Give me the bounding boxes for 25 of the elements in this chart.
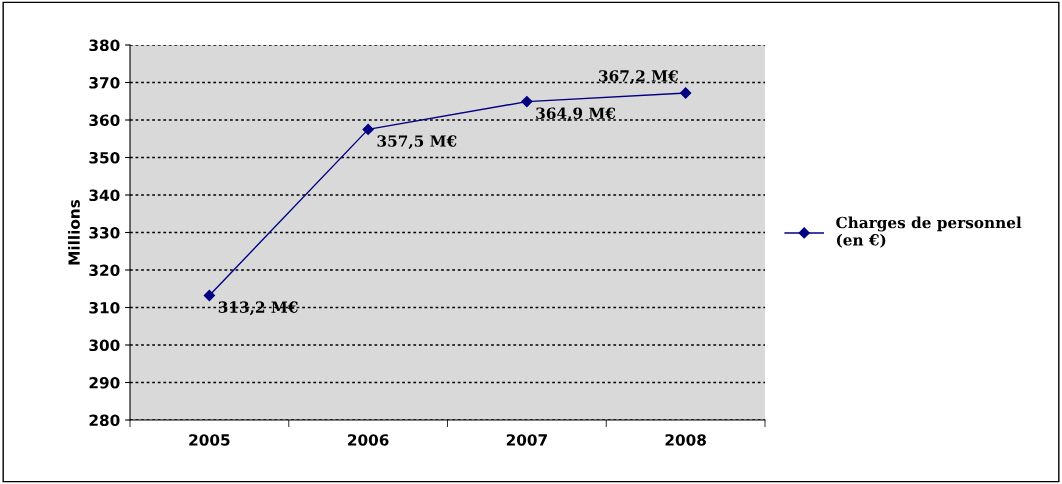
y-tick-label: 320 [89,264,120,277]
data-label: 367,2 M€ [599,70,678,85]
point [203,289,215,302]
x-tick-label: 2007 [506,434,547,446]
x-tick-label: 2006 [348,434,389,446]
y-axis-title: Millions [68,199,80,265]
point [521,96,533,108]
x-tick-label: 2008 [665,434,706,446]
legend-label: Charges de personnel (en €) [836,216,1022,248]
x-tick-label: 2005 [189,434,230,446]
y-tick-label: 350 [89,151,120,164]
y-tick-label: 380 [89,39,120,52]
data-label: 357,5 M€ [377,135,457,150]
y-tick-label: 330 [89,226,120,239]
point [362,123,374,135]
y-tick-label: 280 [89,414,120,427]
y-tick-label: 340 [89,189,120,202]
y-tick-label: 370 [89,76,120,89]
data-label: 313,2 M€ [218,301,298,316]
point [680,87,692,99]
data-label: 364,9 M€ [536,107,616,122]
y-tick-label: 290 [89,376,120,389]
y-tick-label: 310 [89,301,120,314]
y-tick-label: 360 [89,114,120,127]
y-tick-label: 300 [89,339,120,352]
